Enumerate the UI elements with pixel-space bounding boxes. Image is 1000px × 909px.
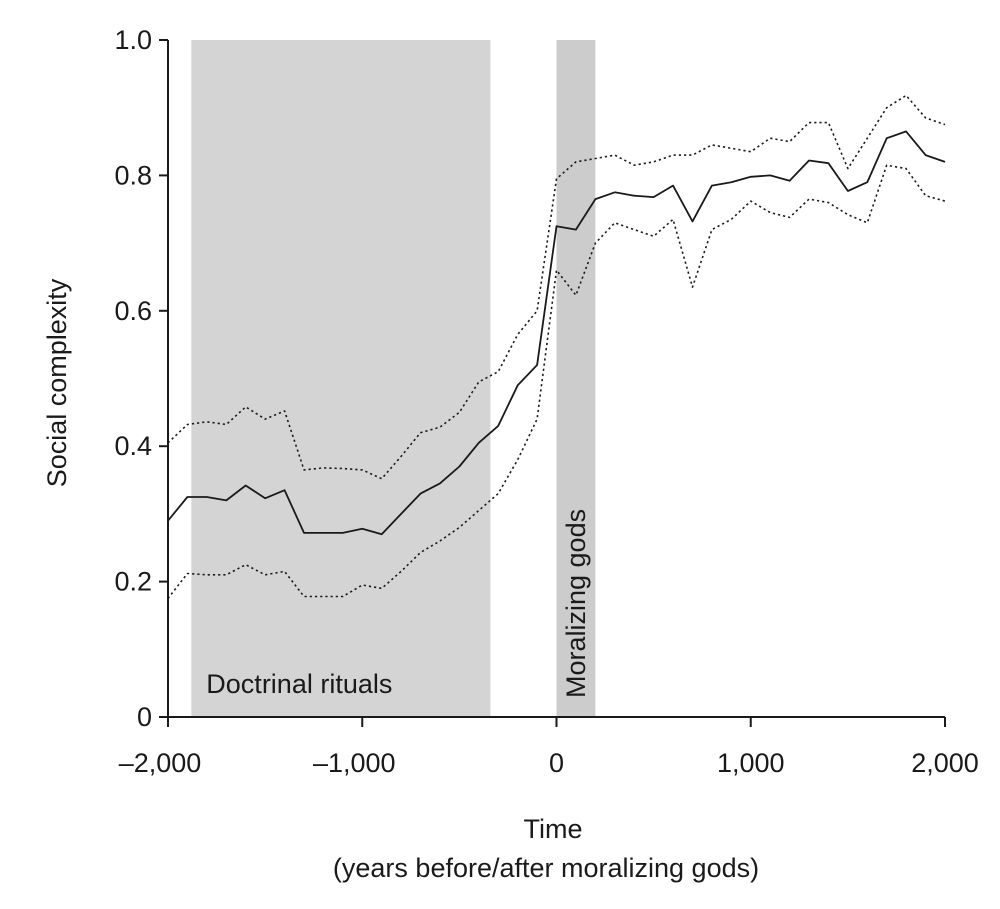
x-tick-label: –1,000 — [313, 748, 396, 778]
x-tick-label: 2,000 — [911, 748, 979, 778]
x-tick-label: 1,000 — [717, 748, 785, 778]
moralizing-gods-band — [556, 40, 596, 717]
x-axis-subtitle: (years before/after moralizing gods) — [333, 853, 759, 883]
y-tick-label: 0.6 — [114, 296, 152, 326]
y-tick-label: 0.4 — [114, 431, 152, 461]
series-lines — [167, 94, 946, 599]
x-axis-title: Time — [524, 814, 583, 844]
y-tick-label: 0.8 — [114, 160, 152, 190]
x-tick-label: –2,000 — [119, 748, 202, 778]
shaded-region-labels: Doctrinal rituals Moralizing gods — [206, 509, 591, 699]
moralizing-gods-label: Moralizing gods — [561, 509, 591, 698]
y-tick-label: 1.0 — [114, 25, 152, 55]
mean-line — [167, 130, 946, 536]
upper-bound-line — [167, 94, 946, 480]
x-tick-label: 0 — [549, 748, 564, 778]
shaded-regions — [191, 40, 596, 717]
y-axis-ticks: 0 0.2 0.4 0.6 0.8 1.0 — [114, 25, 168, 732]
y-tick-label: 0.2 — [114, 567, 152, 597]
y-tick-label: 0 — [137, 702, 152, 732]
y-axis-title: Social complexity — [42, 278, 72, 487]
doctrinal-rituals-band — [191, 40, 491, 717]
doctrinal-rituals-label: Doctrinal rituals — [206, 669, 392, 699]
x-axis-ticks: –2,000 –1,000 0 1,000 2,000 — [119, 717, 979, 778]
